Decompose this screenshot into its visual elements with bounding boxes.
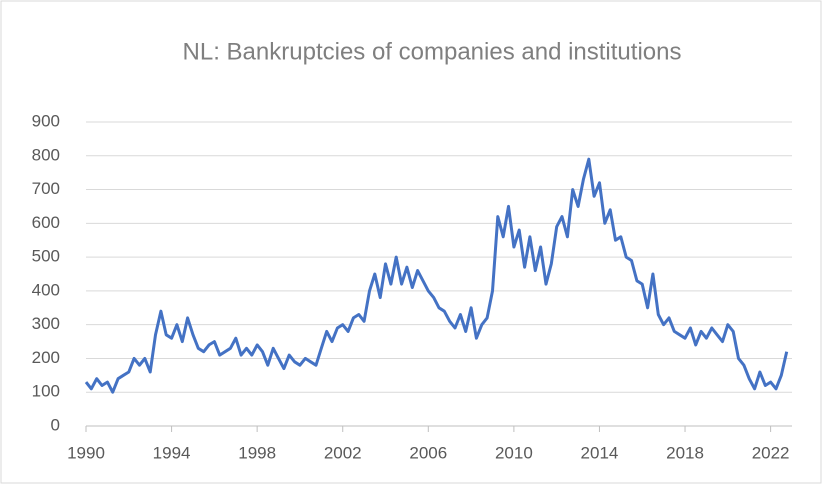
x-tick-label: 1990 <box>67 443 105 462</box>
chart-title: NL: Bankruptcies of companies and instit… <box>183 38 682 65</box>
x-tick-label: 2010 <box>495 443 533 462</box>
data-line <box>84 157 789 394</box>
x-tick-label: 1998 <box>238 443 276 462</box>
y-tick-label: 700 <box>32 179 60 198</box>
x-tick-label: 2002 <box>324 443 362 462</box>
y-tick-label: 100 <box>32 382 60 401</box>
y-tick-label: 400 <box>32 280 60 299</box>
x-tick-label: 2022 <box>752 443 790 462</box>
y-tick-label: 300 <box>32 314 60 333</box>
y-tick-label: 500 <box>32 247 60 266</box>
y-tick-label: 0 <box>51 415 60 434</box>
y-tick-label: 600 <box>32 213 60 232</box>
y-tick-label: 800 <box>32 145 60 164</box>
x-tick-label: 2006 <box>409 443 447 462</box>
y-tick-label: 900 <box>32 111 60 130</box>
x-tick-label: 2018 <box>666 443 704 462</box>
x-tick-label: 2014 <box>581 443 619 462</box>
y-tick-label: 200 <box>32 348 60 367</box>
x-tick-label: 1994 <box>153 443 191 462</box>
